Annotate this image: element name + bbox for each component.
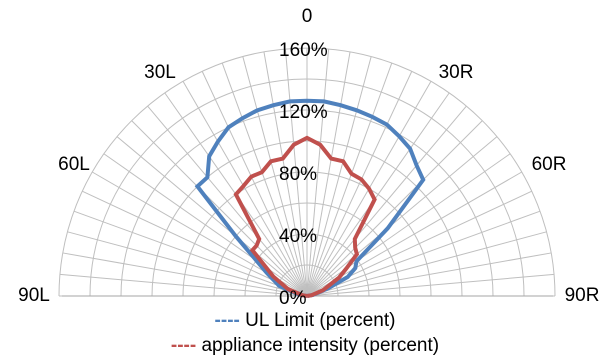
grid-spoke: [73, 210, 308, 297]
grid-spoke: [306, 56, 372, 297]
series-line-0: [194, 98, 426, 298]
grid-spoke: [306, 231, 547, 297]
grid-spoke: [306, 71, 413, 297]
grid-spoke: [306, 273, 555, 297]
grid-spoke: [306, 48, 330, 297]
grid-spoke: [116, 136, 308, 297]
radial-tick-label: 160%: [279, 40, 328, 61]
radial-tick-label: 0%: [279, 288, 307, 309]
series-layer: [194, 98, 426, 298]
grid-spoke: [59, 273, 308, 297]
grid-spoke: [67, 231, 308, 297]
grid-spoke: [306, 252, 552, 297]
polar-grid: [58, 47, 556, 297]
legend-label-appliance: appliance intensity (percent): [201, 335, 440, 356]
grid-spoke: [221, 62, 308, 297]
legend-dash-ul: ----: [214, 310, 240, 331]
grid-spoke: [263, 51, 308, 297]
series-line-1: [233, 135, 377, 298]
grid-spoke: [201, 71, 308, 297]
radial-tick-label: 120%: [279, 102, 328, 123]
angle-label: 60L: [58, 154, 90, 175]
angle-label: 90R: [565, 285, 600, 306]
radial-tick-label: 80%: [279, 164, 317, 185]
grid-spoke: [242, 56, 308, 297]
angle-label: 30R: [439, 62, 474, 83]
grid-spoke: [306, 105, 467, 297]
grid-spoke: [306, 136, 498, 297]
radial-tick-label: 40%: [279, 226, 317, 247]
grid-spoke: [284, 48, 308, 297]
legend-appliance-intensity: ---- appliance intensity (percent): [0, 335, 610, 357]
grid-spoke: [306, 120, 483, 297]
angle-label: 60R: [532, 154, 567, 175]
angle-label: 0: [302, 6, 313, 27]
label-layer: 0% 40% 80% 120% 160% 0 30L 30R 60L 60R 90L 90R: [18, 6, 599, 309]
legend-label-ul: UL Limit (percent): [245, 310, 396, 331]
angle-label: 30L: [144, 62, 176, 83]
legend-dash-appliance: ----: [170, 335, 197, 356]
grid-spoke: [306, 62, 393, 297]
grid-spoke: [147, 105, 308, 297]
grid-spoke: [306, 92, 450, 297]
grid-spoke: [131, 120, 308, 297]
grid-spoke: [306, 51, 351, 297]
grid-spoke: [306, 210, 541, 297]
grid-spoke: [103, 153, 308, 297]
grid-spoke: [62, 252, 308, 297]
legend-ul-limit: ---- UL Limit (percent): [0, 310, 610, 332]
angle-label: 90L: [18, 285, 50, 306]
grid-spoke: [182, 80, 308, 297]
polar-chart: 0% 40% 80% 120% 160% 0 30L 30R 60L 60R 90L 90R: [18, 6, 599, 309]
